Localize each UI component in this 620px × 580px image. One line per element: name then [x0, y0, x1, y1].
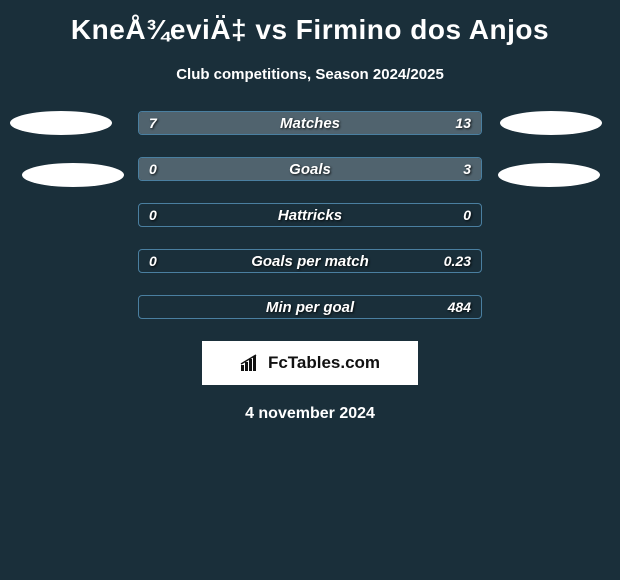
stat-value-right: 3 [453, 158, 481, 180]
stat-row: 0 Goals per match 0.23 [138, 249, 482, 273]
comparison-subtitle: Club competitions, Season 2024/2025 [0, 66, 620, 83]
stat-label: Hattricks [139, 204, 481, 226]
stat-label: Matches [139, 112, 481, 134]
stat-label: Goals per match [139, 250, 481, 272]
stat-value-right: 0 [453, 204, 481, 226]
stat-value-right: 13 [445, 112, 481, 134]
stats-container: 7 Matches 13 0 Goals 3 0 Hattricks 0 0 G… [0, 111, 620, 319]
player-ellipse [10, 111, 112, 135]
player-ellipse [22, 163, 124, 187]
comparison-title: KneÅ¾eviÄ‡ vs Firmino dos Anjos [0, 0, 620, 46]
stat-row: 0 Hattricks 0 [138, 203, 482, 227]
stat-label: Min per goal [139, 296, 481, 318]
player-ellipse [500, 111, 602, 135]
bar-chart-icon [240, 354, 262, 372]
snapshot-date: 4 november 2024 [0, 405, 620, 423]
brand-box[interactable]: FcTables.com [202, 341, 418, 385]
stat-row: Min per goal 484 [138, 295, 482, 319]
stat-row: 7 Matches 13 [138, 111, 482, 135]
stat-value-right: 0.23 [434, 250, 481, 272]
stat-label: Goals [139, 158, 481, 180]
player-ellipse [498, 163, 600, 187]
stat-row: 0 Goals 3 [138, 157, 482, 181]
brand-text: FcTables.com [268, 353, 380, 373]
stat-value-right: 484 [438, 296, 481, 318]
stat-bars: 7 Matches 13 0 Goals 3 0 Hattricks 0 0 G… [138, 111, 482, 319]
